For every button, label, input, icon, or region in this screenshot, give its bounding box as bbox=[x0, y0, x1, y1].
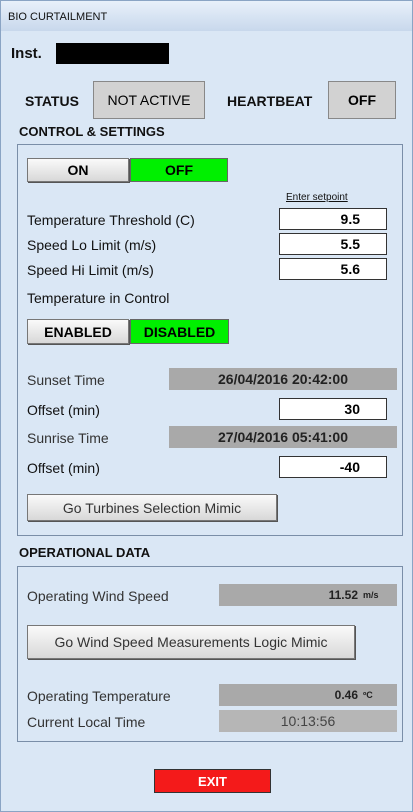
sunset-offset-input[interactable]: 30 bbox=[279, 398, 387, 420]
operational-panel bbox=[17, 566, 403, 742]
disabled-button[interactable]: DISABLED bbox=[130, 319, 229, 344]
setpoint-input[interactable]: 9.5 bbox=[279, 208, 387, 230]
offset-label: Offset (min) bbox=[27, 460, 100, 476]
wind-unit: m/s bbox=[363, 590, 379, 600]
local-time-value: 10:13:56 bbox=[219, 710, 397, 732]
setpoint-label: Speed Lo Limit (m/s) bbox=[27, 237, 157, 253]
control-panel bbox=[17, 144, 403, 536]
enabled-button[interactable]: ENABLED bbox=[27, 319, 129, 344]
off-button[interactable]: OFF bbox=[130, 158, 228, 182]
status-label: STATUS bbox=[25, 93, 79, 109]
local-time-label: Current Local Time bbox=[27, 714, 146, 730]
offset-label: Offset (min) bbox=[27, 402, 100, 418]
section-title: CONTROL & SETTINGS bbox=[19, 124, 165, 139]
turbines-button[interactable]: Go Turbines Selection Mimic bbox=[27, 494, 277, 521]
section-title: OPERATIONAL DATA bbox=[19, 545, 151, 560]
inst-redacted bbox=[56, 43, 169, 64]
on-button[interactable]: ON bbox=[27, 158, 129, 182]
wind-label: Operating Wind Speed bbox=[27, 588, 169, 604]
sunset-label: Sunset Time bbox=[27, 372, 105, 388]
temperature-field: 0.46 ºC bbox=[219, 684, 397, 706]
status-value: NOT ACTIVE bbox=[93, 81, 205, 119]
sunrise-offset-input[interactable]: -40 bbox=[279, 456, 387, 478]
wind-button[interactable]: Go Wind Speed Measurements Logic Mimic bbox=[27, 625, 355, 659]
exit-button[interactable]: EXIT bbox=[154, 769, 271, 793]
temperature-value: 0.46 bbox=[334, 688, 358, 702]
setpoint-hint: Enter setpoint bbox=[286, 192, 348, 203]
temperature-unit: ºC bbox=[363, 690, 373, 700]
heartbeat-label: HEARTBEAT bbox=[227, 93, 313, 109]
setpoint-input[interactable]: 5.5 bbox=[279, 233, 387, 255]
sunset-value: 26/04/2016 20:42:00 bbox=[169, 368, 397, 390]
window-title: BIO CURTAILMENT bbox=[8, 11, 108, 23]
wind-field: 11.52 m/s bbox=[219, 584, 397, 606]
temp-control-label: Temperature in Control bbox=[27, 290, 170, 306]
setpoint-label: Temperature Threshold (C) bbox=[27, 212, 195, 228]
temperature-label: Operating Temperature bbox=[27, 688, 171, 704]
sunrise-value: 27/04/2016 05:41:00 bbox=[169, 426, 397, 448]
heartbeat-value: OFF bbox=[328, 81, 396, 119]
setpoint-input[interactable]: 5.6 bbox=[279, 258, 387, 280]
title-bar bbox=[1, 1, 412, 31]
setpoint-label: Speed Hi Limit (m/s) bbox=[27, 262, 154, 278]
inst-label: Inst. bbox=[11, 45, 42, 62]
wind-value: 11.52 bbox=[328, 588, 358, 602]
sunrise-label: Sunrise Time bbox=[27, 430, 109, 446]
